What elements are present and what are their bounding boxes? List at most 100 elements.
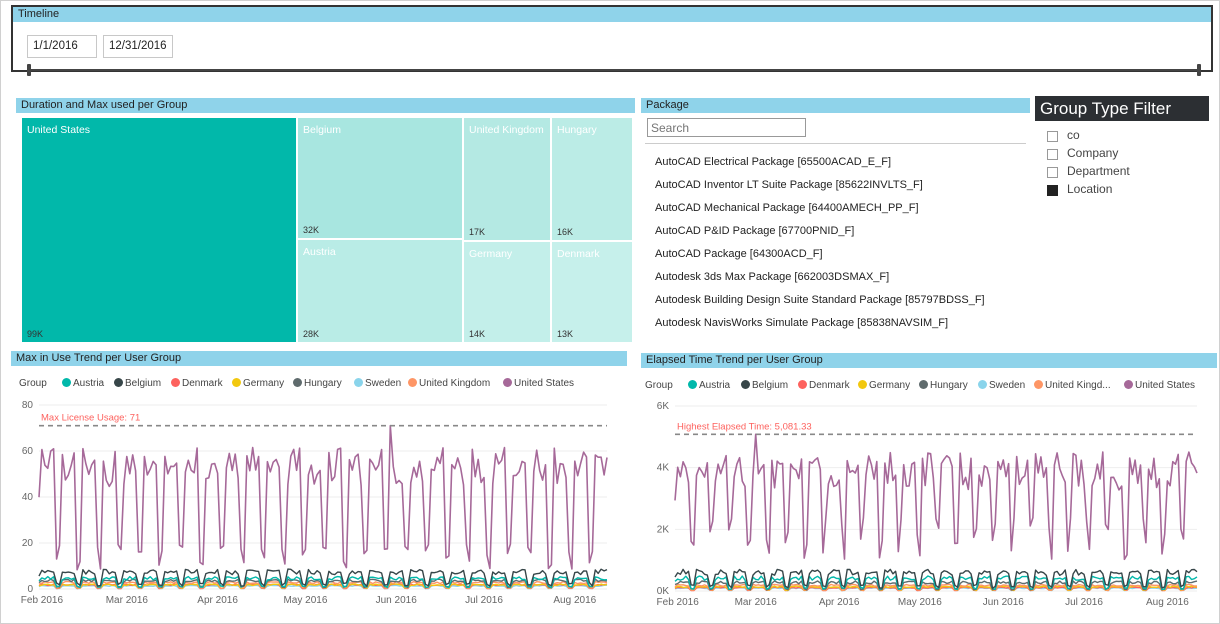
- package-item[interactable]: AutoCAD Inventor LT Suite Package [85622…: [655, 179, 923, 191]
- legend-label: United States: [1135, 380, 1196, 391]
- filter-option-label: Location: [1067, 182, 1113, 196]
- series-line-belgium[interactable]: [674, 568, 1198, 589]
- legend-label: Sweden: [989, 380, 1026, 391]
- legend-item-denmark[interactable]: Denmark: [798, 380, 850, 391]
- legend-item-hungary[interactable]: Hungary: [293, 378, 342, 389]
- package-divider: [645, 143, 1026, 144]
- x-tick-label: May 2016: [283, 595, 327, 606]
- legend-item-hungary[interactable]: Hungary: [919, 380, 968, 391]
- end-date-input[interactable]: 12/31/2016: [103, 35, 173, 58]
- legend-label: United Kingdom: [419, 378, 491, 389]
- package-item[interactable]: Autodesk NavisWorks Simulate Package [85…: [655, 317, 949, 329]
- y-tick-label: 80: [22, 400, 34, 411]
- x-tick-label: Apr 2016: [819, 597, 860, 608]
- treemap-chart: United States 99K Belgium 32K Austria 28…: [22, 118, 632, 342]
- timeline-slicer: Timeline 1/1/2016 12/31/2016: [11, 5, 1213, 76]
- legend-dot-icon: [978, 380, 987, 389]
- legend-label: Denmark: [809, 380, 850, 391]
- legend-item-united-kingdom[interactable]: United Kingdom: [408, 378, 490, 389]
- legend-title: Group: [645, 380, 673, 391]
- legend-item-germany[interactable]: Germany: [858, 380, 910, 391]
- series-line-austria[interactable]: [38, 575, 608, 589]
- filter-option-label: Company: [1067, 146, 1119, 160]
- series-line-belgium[interactable]: [38, 568, 608, 587]
- y-tick-label: 20: [22, 538, 34, 549]
- y-tick-label: 6K: [657, 401, 670, 412]
- max-in-use-chart-title: Max in Use Trend per User Group: [11, 351, 627, 366]
- legend-item-denmark[interactable]: Denmark: [171, 378, 223, 389]
- legend-label: Germany: [243, 378, 285, 389]
- timeline-end-handle[interactable]: [1197, 64, 1201, 76]
- package-item[interactable]: AutoCAD Package [64300ACD_F]: [655, 248, 823, 260]
- x-tick-label: Feb 2016: [657, 597, 700, 608]
- max-in-use-legend: Group Austria Belgium Denmark Germany Hu…: [19, 378, 619, 392]
- elapsed-time-chart-title: Elapsed Time Trend per User Group: [641, 353, 1217, 368]
- x-tick-label: Aug 2016: [553, 595, 596, 606]
- series-line-hungary[interactable]: [674, 580, 1198, 591]
- tile-germany[interactable]: Germany 14K: [464, 242, 550, 342]
- legend-dot-icon: [688, 380, 697, 389]
- start-date-input[interactable]: 1/1/2016: [27, 35, 97, 58]
- tile-belgium[interactable]: Belgium 32K: [298, 118, 462, 238]
- max-in-use-line-chart: 0 20 40 60 80 Feb 2016 Mar 2016 Apr 2016 May 201…: [21, 400, 608, 606]
- tile-label: Denmark: [557, 248, 600, 260]
- legend-dot-icon: [1034, 380, 1043, 389]
- legend-item-sweden[interactable]: Sweden: [354, 378, 401, 389]
- tile-value: 17K: [469, 227, 486, 237]
- legend-dot-icon: [62, 378, 71, 387]
- package-search-input[interactable]: [647, 118, 806, 137]
- tile-value: 32K: [303, 225, 320, 235]
- legend-item-united-states[interactable]: United States: [503, 378, 574, 389]
- legend-label: Hungary: [304, 378, 342, 389]
- legend-item-united-kingdom[interactable]: United Kingd...: [1034, 380, 1111, 391]
- tile-label: Hungary: [557, 124, 597, 136]
- checkbox-icon[interactable]: [1047, 131, 1058, 142]
- tile-united-kingdom[interactable]: United Kingdom 17K: [464, 118, 550, 240]
- legend-item-austria[interactable]: Austria: [62, 378, 104, 389]
- legend-item-belgium[interactable]: Belgium: [741, 380, 788, 391]
- reference-line-label: Highest Elapsed Time: 5,081.33: [677, 421, 812, 432]
- series-line-austria[interactable]: [674, 575, 1198, 591]
- series-line-united-states[interactable]: [38, 424, 608, 571]
- checkbox-icon[interactable]: [1047, 167, 1058, 178]
- tile-austria[interactable]: Austria 28K: [298, 240, 462, 342]
- package-item[interactable]: Autodesk 3ds Max Package [662003DSMAX_F]: [655, 271, 890, 283]
- filter-option-label: co: [1067, 128, 1080, 142]
- package-item[interactable]: AutoCAD P&ID Package [67700PNID_F]: [655, 225, 855, 237]
- legend-item-united-states[interactable]: United States: [1124, 380, 1195, 391]
- legend-dot-icon: [503, 378, 512, 387]
- x-tick-label: Mar 2016: [106, 595, 149, 606]
- legend-dot-icon: [919, 380, 928, 389]
- checkbox-checked-icon[interactable]: [1047, 185, 1058, 196]
- x-tick-label: Jun 2016: [983, 597, 1025, 608]
- elapsed-time-line-chart: 0K 2K 4K 6K Feb 2016 Mar 2016 Apr 2016 May 2016…: [657, 401, 1198, 608]
- legend-label: Hungary: [930, 380, 968, 391]
- package-item[interactable]: Autodesk Building Design Suite Standard …: [655, 294, 985, 306]
- timeline-slider-track[interactable]: [29, 69, 1199, 71]
- legend-item-belgium[interactable]: Belgium: [114, 378, 161, 389]
- tile-label: Austria: [303, 246, 336, 258]
- tile-value: 99K: [27, 329, 44, 339]
- elapsed-time-legend: Group Austria Belgium Denmark Germany Hu…: [645, 380, 1215, 394]
- legend-dot-icon: [1124, 380, 1133, 389]
- x-tick-label: Jul 2016: [1065, 597, 1103, 608]
- tile-value: 28K: [303, 329, 320, 339]
- legend-dot-icon: [171, 378, 180, 387]
- tile-hungary[interactable]: Hungary 16K: [552, 118, 632, 240]
- y-tick-label: 0: [27, 584, 33, 595]
- tile-denmark[interactable]: Denmark 13K: [552, 242, 632, 342]
- tile-label: United States: [27, 124, 91, 136]
- legend-item-sweden[interactable]: Sweden: [978, 380, 1025, 391]
- x-tick-label: Apr 2016: [197, 595, 238, 606]
- legend-item-germany[interactable]: Germany: [232, 378, 284, 389]
- checkbox-icon[interactable]: [1047, 149, 1058, 160]
- reference-line-label: Max License Usage: 71: [41, 413, 140, 424]
- legend-item-austria[interactable]: Austria: [688, 380, 730, 391]
- tile-united-states[interactable]: United States 99K: [22, 118, 296, 342]
- package-item[interactable]: AutoCAD Mechanical Package [64400AMECH_P…: [655, 202, 919, 214]
- series-line-united-states[interactable]: [674, 433, 1198, 561]
- timeline-start-handle[interactable]: [27, 64, 31, 76]
- package-item[interactable]: AutoCAD Electrical Package [65500ACAD_E_…: [655, 156, 892, 168]
- legend-dot-icon: [798, 380, 807, 389]
- y-tick-label: 0K: [657, 586, 670, 597]
